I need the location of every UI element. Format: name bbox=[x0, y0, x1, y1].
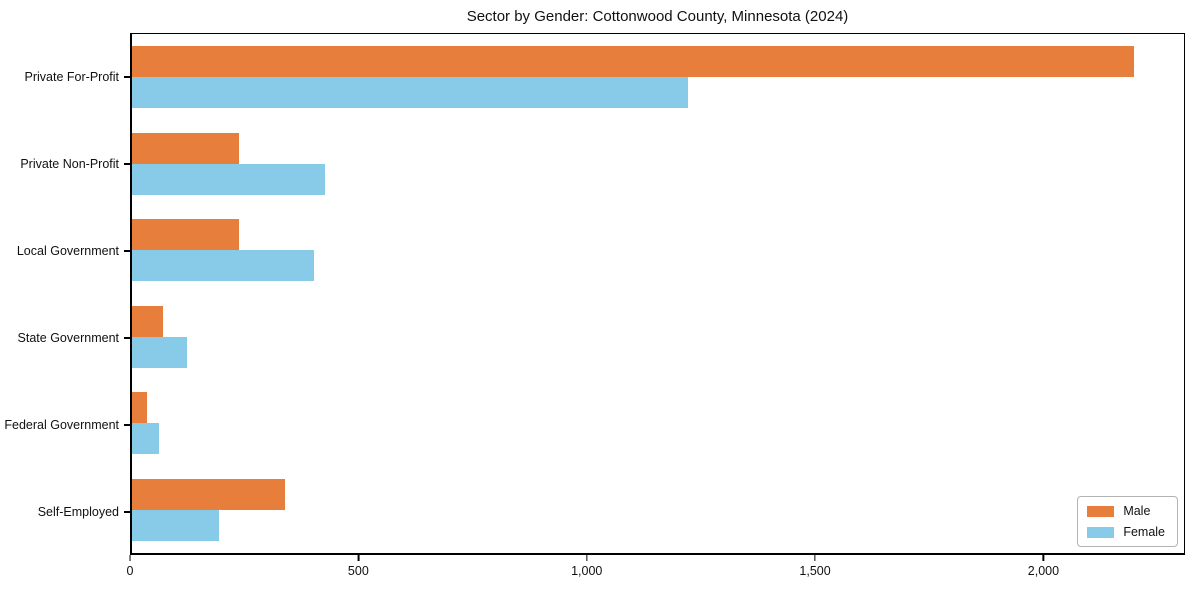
x-tick-label: 1,000 bbox=[571, 564, 603, 578]
y-tick-label: Private Non-Profit bbox=[20, 156, 119, 171]
plot-area: Male Female bbox=[130, 33, 1185, 555]
x-tick-mark bbox=[585, 555, 588, 561]
legend-label: Male bbox=[1123, 504, 1151, 518]
x-tick-label: 2,000 bbox=[1027, 564, 1060, 578]
x-tick-1-000: 1,000 bbox=[571, 555, 602, 578]
bar-female-local-government bbox=[132, 250, 315, 282]
bar-female-private-for-profit bbox=[132, 77, 688, 109]
y-tick-mark bbox=[124, 336, 130, 339]
x-tick-2-000: 2,000 bbox=[1028, 555, 1059, 578]
x-tick-1-500: 1,500 bbox=[799, 555, 831, 578]
bar-group-self-employed bbox=[132, 467, 1184, 554]
bar-group-local-government bbox=[132, 207, 1184, 294]
bar-male-local-government bbox=[132, 219, 240, 251]
bar-female-self-employed bbox=[132, 509, 219, 541]
x-tick-500: 500 bbox=[348, 555, 369, 578]
y-tick-label: Local Government bbox=[16, 243, 119, 258]
bar-group-private-for-profit bbox=[132, 34, 1184, 121]
bar-group-private-non-profit bbox=[132, 121, 1184, 208]
bar-male-federal-government bbox=[132, 392, 148, 424]
x-tick-mark bbox=[814, 555, 816, 561]
bar-group-state-government bbox=[132, 294, 1184, 381]
chart-title: Sector by Gender: Cottonwood County, Min… bbox=[466, 8, 849, 25]
x-tick-mark bbox=[1042, 555, 1045, 561]
bar-male-private-for-profit bbox=[132, 46, 1134, 78]
y-tick-mark bbox=[124, 249, 130, 252]
y-tick-mark bbox=[124, 75, 130, 78]
x-axis: 0 500 1,000 1,500 2,000 bbox=[126, 555, 1185, 595]
x-tick-0: 0 bbox=[126, 555, 134, 578]
y-tick-label: Federal Government bbox=[4, 417, 119, 432]
bar-female-state-government bbox=[132, 336, 187, 368]
y-tick-mark bbox=[124, 510, 130, 513]
legend: Male Female bbox=[1077, 496, 1178, 547]
bar-male-state-government bbox=[132, 305, 163, 337]
y-tick-mark bbox=[124, 162, 130, 165]
y-label-row-private-non-profit: Private Non-Profit bbox=[0, 120, 130, 207]
legend-entry-female: Female bbox=[1087, 525, 1165, 539]
y-label-row-state-government: State Government bbox=[0, 294, 130, 381]
legend-swatch-female bbox=[1087, 526, 1115, 538]
legend-swatch-male bbox=[1087, 505, 1115, 517]
y-label-row-federal-government: Federal Government bbox=[0, 381, 130, 468]
y-tick-mark bbox=[124, 423, 130, 426]
legend-label: Female bbox=[1123, 525, 1165, 539]
x-tick-label: 0 bbox=[126, 564, 134, 578]
y-label-row-private-for-profit: Private For-Profit bbox=[0, 33, 130, 120]
y-axis-labels: Private For-Profit Private Non-Profit Loca… bbox=[0, 33, 130, 555]
bar-group-federal-government bbox=[132, 380, 1184, 467]
bar-male-private-non-profit bbox=[132, 132, 239, 164]
x-tick-label: 1,500 bbox=[799, 564, 831, 578]
x-tick-mark bbox=[129, 555, 131, 561]
y-label-row-self-employed: Self-Employed bbox=[0, 468, 130, 555]
bar-male-self-employed bbox=[132, 478, 286, 510]
x-tick-label: 500 bbox=[347, 564, 369, 578]
bar-series-container bbox=[132, 34, 1184, 553]
bar-female-federal-government bbox=[132, 423, 159, 455]
legend-entry-male: Male bbox=[1087, 504, 1165, 518]
y-tick-label: Private For-Profit bbox=[24, 69, 119, 84]
x-tick-mark bbox=[357, 555, 360, 561]
y-tick-label: Self-Employed bbox=[37, 504, 119, 519]
y-tick-label: State Government bbox=[17, 330, 119, 345]
y-label-row-local-government: Local Government bbox=[0, 207, 130, 294]
bar-female-private-non-profit bbox=[132, 163, 325, 195]
